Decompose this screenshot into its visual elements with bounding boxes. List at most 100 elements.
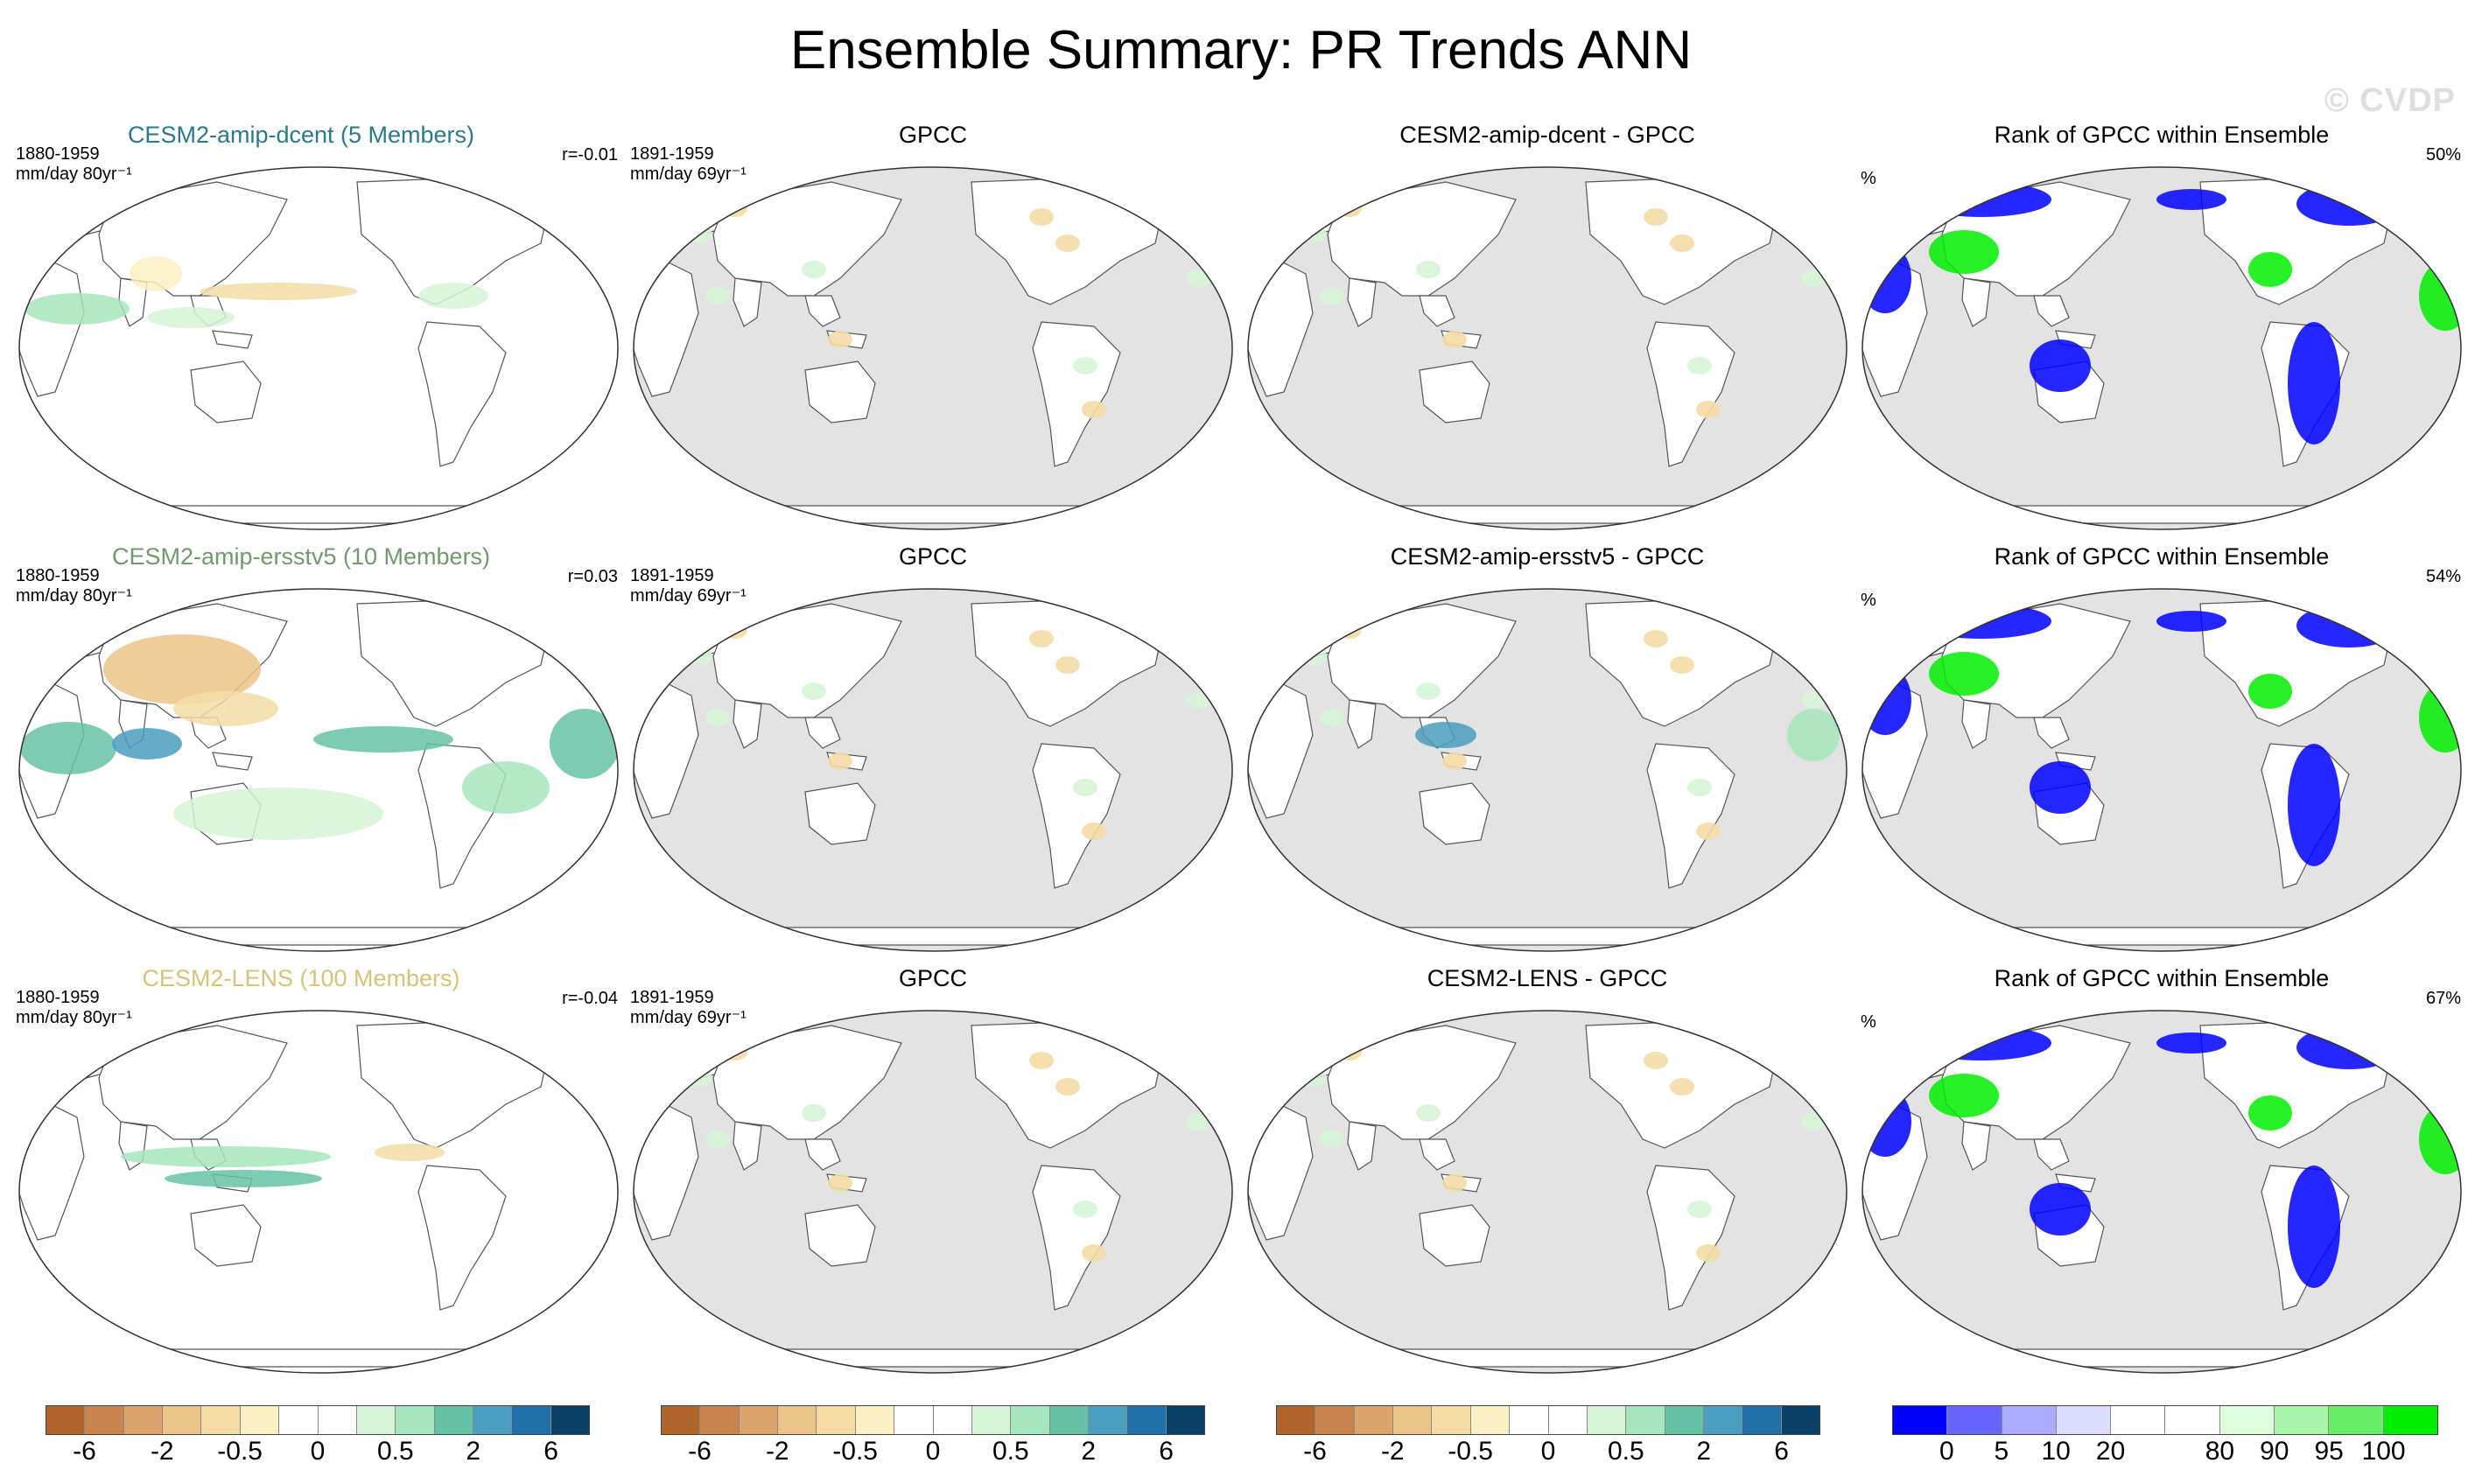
colorbar-cell: [1664, 1406, 1703, 1434]
panel-title: CESM2-amip-dcent - GPCC: [1399, 122, 1695, 148]
landmass-9: [1646, 321, 1735, 467]
landmass-8: [1733, 1016, 1806, 1048]
colorbar-cell: [777, 1406, 817, 1434]
panel-title: GPCC: [898, 122, 967, 148]
trend-colorbar-1: [46, 1405, 590, 1435]
page-title: Ensemble Summary: PR Trends ANN: [789, 20, 1693, 80]
colorbar-cell: [932, 1406, 971, 1434]
landmass-6: [1419, 1204, 1490, 1267]
panel-period-units: 1880-1959 mm/day 80yr⁻¹: [16, 144, 132, 185]
colorbar-cell: [1277, 1406, 1315, 1434]
landmass-3: [733, 277, 762, 327]
colorbar-tick-label: 2: [1081, 1437, 1097, 1466]
landmass-10: [1892, 505, 2438, 524]
panel-stat: r=-0.04: [562, 989, 618, 1008]
colorbar-cell: [200, 1406, 240, 1434]
landmass-9: [1032, 321, 1121, 467]
colorbar-cell: [355, 1406, 396, 1434]
colorbar-cell: [894, 1406, 933, 1434]
colorbar-tick-label: -6: [688, 1437, 712, 1466]
panel-units: mm/day 69yr⁻¹: [630, 164, 747, 184]
map: [1862, 1010, 2462, 1374]
landmass-10: [1278, 927, 1824, 946]
colorbar-cell: [123, 1406, 163, 1434]
map: [633, 588, 1233, 952]
colorbar-tick-label: 20: [2095, 1437, 2126, 1466]
landmass-3: [733, 1121, 762, 1171]
panel-title: CESM2-amip-ersstv5 - GPCC: [1390, 543, 1705, 570]
map: [1247, 1010, 1847, 1374]
colorbar-cell: [662, 1406, 700, 1434]
map: [633, 1010, 1233, 1374]
map-panel-r1-c4: Rank of GPCC within Ensemble% 50%: [1855, 121, 2468, 541]
landmass-4: [804, 717, 841, 749]
colorbar-cell: [1586, 1406, 1626, 1434]
landmass-4: [1419, 1138, 1455, 1171]
map-panel-r1-c3: CESM2-amip-dcent - GPCC: [1241, 121, 1854, 541]
colorbar-cell: [1315, 1406, 1354, 1434]
colorbar-tick-label: 0.5: [992, 1437, 1029, 1466]
colorbar-tick-label: 2: [466, 1437, 481, 1466]
colorbar-cell: [2164, 1406, 2219, 1434]
panel-title: Rank of GPCC within Ensemble: [1994, 965, 2330, 991]
landmass-4: [804, 1138, 841, 1171]
landmass-10: [49, 1348, 595, 1368]
landmass-10: [663, 927, 1209, 946]
colorbar-tick-label: 95: [2314, 1437, 2344, 1466]
landmass-10: [49, 505, 595, 524]
panel-title: CESM2-amip-dcent (5 Members): [127, 122, 475, 148]
colorbar-cell: [854, 1406, 894, 1434]
panel-units: mm/day 69yr⁻¹: [630, 1008, 747, 1027]
panel-units: mm/day 80yr⁻¹: [16, 1008, 132, 1027]
trend-colorbar-2-labels: -6 -2 -0.5 0 0.5 2 6: [661, 1437, 1205, 1472]
landmass-6: [804, 1204, 876, 1267]
landmass-3: [733, 699, 762, 749]
panel-period-units: 1880-1959 mm/day 80yr⁻¹: [16, 988, 132, 1028]
colorbar-tick-label: 0.5: [376, 1437, 414, 1466]
colorbar-cell: [1702, 1406, 1742, 1434]
colorbar-cell: [2055, 1406, 2111, 1434]
colorbar-cell: [1946, 1406, 2002, 1434]
colorbar-cell: [1547, 1406, 1587, 1434]
panel-stat: r=-0.01: [562, 145, 618, 164]
map: [18, 588, 619, 952]
landmass-9: [1032, 1165, 1121, 1311]
landmass-3: [1347, 1121, 1377, 1171]
landmass-3: [1961, 699, 1991, 749]
map: [633, 166, 1233, 530]
map: [1247, 588, 1847, 952]
colorbar-tick-label: -2: [1380, 1437, 1405, 1466]
landmass-3: [1961, 277, 1991, 327]
landmass-4: [1419, 295, 1455, 327]
landmass-3: [1347, 699, 1377, 749]
landmass-8: [1118, 172, 1192, 205]
landmass-3: [1347, 277, 1377, 327]
panel-period-units: 1891-1959 mm/day 69yr⁻¹: [630, 566, 747, 606]
rank-colorbar: [1892, 1405, 2438, 1435]
colorbar-cell: [1048, 1406, 1088, 1434]
map-panel-r1-c2: GPCC 1891-1959 mm/day 69yr⁻¹: [627, 121, 1239, 541]
colorbar-cell: [1625, 1406, 1665, 1434]
map: [1247, 166, 1847, 530]
map: [1862, 166, 2462, 530]
landmass-10: [1892, 927, 2438, 946]
landmass-8: [1118, 594, 1192, 626]
colorbar-cell: [1469, 1406, 1510, 1434]
landmass-8: [1733, 594, 1806, 626]
colorbar-tick-label: 0: [1939, 1437, 1954, 1466]
colorbar-cell: [511, 1406, 550, 1434]
rank-colorbar-labels: 0 5 10 20 80 90 95 100: [1892, 1437, 2438, 1472]
colorbar-cell: [2274, 1406, 2329, 1434]
colorbar-cell: [1509, 1406, 1548, 1434]
colorbar-cell: [395, 1406, 434, 1434]
landmass-6: [804, 360, 876, 424]
colorbar-cell: [2001, 1406, 2056, 1434]
trend-colorbar-2: [661, 1405, 1205, 1435]
panel-period: 1891-1959: [630, 144, 714, 164]
landmass-8: [504, 1016, 578, 1048]
landmass-5: [212, 752, 253, 771]
panel-title: Rank of GPCC within Ensemble: [1994, 122, 2330, 148]
colorbar-tick-label: -2: [765, 1437, 789, 1466]
map-panel-r3-c4: Rank of GPCC within Ensemble% 67%: [1855, 964, 2468, 1384]
landmass-10: [1278, 1348, 1824, 1368]
